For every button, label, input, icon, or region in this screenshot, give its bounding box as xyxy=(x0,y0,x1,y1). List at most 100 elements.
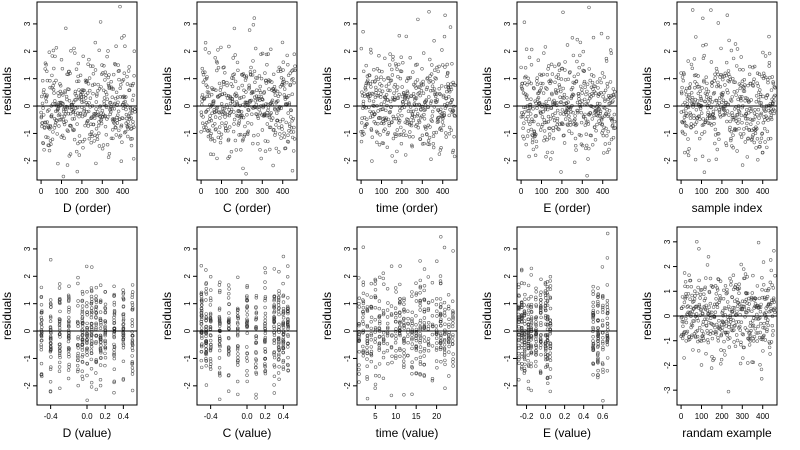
data-point xyxy=(49,305,53,309)
data-point xyxy=(418,332,422,336)
data-point xyxy=(82,88,86,93)
data-point xyxy=(404,153,408,157)
data-point xyxy=(277,354,281,358)
data-point xyxy=(451,364,455,368)
data-point xyxy=(763,338,767,342)
data-point xyxy=(232,117,237,122)
data-point xyxy=(272,326,276,331)
data-point xyxy=(121,326,126,331)
data-point xyxy=(201,72,206,77)
data-point xyxy=(773,274,777,278)
data-point xyxy=(522,309,527,313)
data-point xyxy=(426,337,431,341)
data-point xyxy=(740,94,744,99)
data-point xyxy=(517,355,521,360)
data-point xyxy=(46,135,50,140)
data-point xyxy=(519,115,523,119)
data-point xyxy=(85,348,89,352)
data-point xyxy=(414,291,419,295)
data-point xyxy=(57,112,62,116)
data-point xyxy=(747,302,751,306)
data-point xyxy=(85,398,89,402)
data-point xyxy=(545,293,550,297)
data-point xyxy=(698,94,703,99)
y-tick-label: 1 xyxy=(343,76,352,81)
data-point xyxy=(393,341,398,345)
data-point xyxy=(696,319,700,323)
data-point xyxy=(199,110,204,114)
data-point xyxy=(681,304,685,309)
y-tick-label: -2 xyxy=(23,382,32,390)
data-point xyxy=(534,349,538,353)
data-point xyxy=(245,305,249,310)
data-point xyxy=(240,83,244,88)
data-point xyxy=(373,294,377,298)
data-point xyxy=(397,33,401,38)
data-point xyxy=(58,84,63,88)
data-point xyxy=(213,56,217,60)
data-point xyxy=(767,51,772,56)
data-point xyxy=(691,124,696,128)
data-point xyxy=(596,342,600,346)
data-point xyxy=(729,283,733,287)
data-point xyxy=(259,52,263,56)
data-point xyxy=(759,302,763,307)
data-point xyxy=(526,129,531,133)
data-point xyxy=(446,293,451,297)
data-point xyxy=(119,123,124,128)
data-point xyxy=(742,89,747,93)
data-point xyxy=(87,137,92,141)
data-point xyxy=(448,25,453,29)
data-point xyxy=(57,320,62,324)
data-point xyxy=(711,305,716,309)
data-point xyxy=(748,339,753,343)
data-point xyxy=(529,351,534,356)
data-point xyxy=(402,351,406,355)
data-point xyxy=(693,289,697,293)
data-point xyxy=(212,110,217,114)
data-point xyxy=(389,264,394,268)
data-point xyxy=(67,336,71,341)
data-point xyxy=(523,292,527,297)
data-point xyxy=(121,304,126,308)
data-point xyxy=(255,112,259,117)
data-point xyxy=(236,322,240,326)
data-point xyxy=(396,96,400,100)
data-point xyxy=(281,358,286,363)
data-point xyxy=(752,77,756,81)
data-point xyxy=(98,363,103,367)
data-point xyxy=(285,95,289,100)
data-point xyxy=(39,303,44,307)
data-point xyxy=(547,97,551,101)
data-point xyxy=(529,315,534,319)
data-point xyxy=(96,123,101,128)
data-point xyxy=(263,298,267,303)
x-tick-label: 300 xyxy=(96,187,110,196)
data-point xyxy=(548,351,552,355)
data-point xyxy=(708,316,713,320)
data-point xyxy=(390,120,394,124)
data-point xyxy=(389,304,394,308)
y-axis-label: residuals xyxy=(640,67,654,115)
data-point xyxy=(208,105,213,109)
data-point xyxy=(546,114,551,119)
data-point xyxy=(718,327,722,331)
data-point xyxy=(681,78,685,83)
data-point xyxy=(369,85,373,89)
data-point xyxy=(200,66,205,71)
data-point xyxy=(99,343,103,348)
data-point xyxy=(121,78,126,82)
data-point xyxy=(601,362,605,367)
data-point xyxy=(232,72,236,76)
data-point xyxy=(207,50,211,55)
data-point xyxy=(522,337,527,342)
data-point xyxy=(281,360,285,364)
data-point xyxy=(686,59,690,63)
data-point xyxy=(263,71,267,75)
data-point xyxy=(712,357,716,361)
data-point xyxy=(118,133,123,138)
x-tick-label: 0.4 xyxy=(278,412,290,421)
y-tick-label: -2 xyxy=(343,157,352,165)
data-point xyxy=(578,104,582,109)
data-point xyxy=(553,80,557,85)
